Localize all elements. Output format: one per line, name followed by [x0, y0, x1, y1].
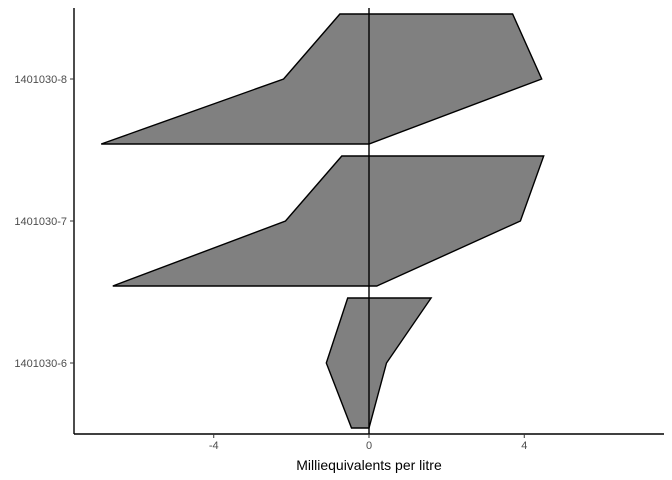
y-tick-label: 1401030-6	[14, 358, 67, 370]
y-tick-label: 1401030-8	[14, 74, 67, 86]
y-tick-label: 1401030-7	[14, 216, 67, 228]
stiff-polygon-1401030-6	[325, 297, 433, 429]
polygon-layer	[100, 13, 545, 429]
x-tick-label: 4	[521, 440, 527, 452]
x-tick-label: -4	[209, 440, 219, 452]
stiff-polygon-1401030-8	[100, 13, 543, 145]
stiff-polygon-1401030-7	[112, 155, 545, 287]
x-axis-ticks: -4 0 4	[209, 434, 527, 452]
y-axis-ticks: 1401030-6 1401030-7 1401030-8	[14, 74, 74, 370]
x-tick-label: 0	[366, 440, 372, 452]
x-axis-title: Milliequivalents per litre	[296, 457, 442, 473]
